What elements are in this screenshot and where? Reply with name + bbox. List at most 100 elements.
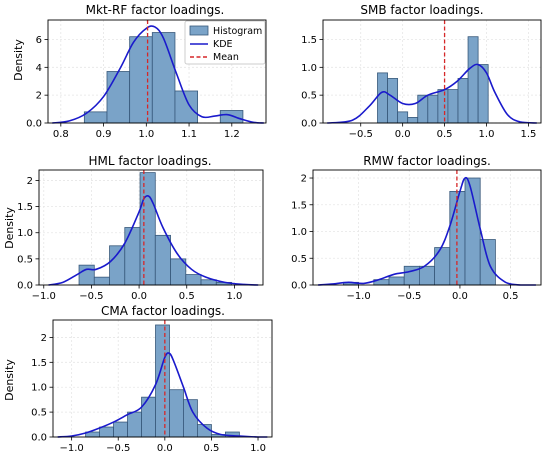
histogram-bar (407, 117, 419, 124)
y-tick-label: 0.5 (291, 254, 307, 265)
histogram-bar (169, 389, 184, 438)
y-tick-label: 0.5 (17, 254, 33, 265)
x-tick-label: 0.0 (452, 291, 468, 302)
panel-title: RMW factor loadings. (363, 154, 491, 168)
histogram-bar (129, 36, 153, 124)
histogram-bar (418, 265, 435, 286)
x-tick-label: −0.5 (106, 443, 130, 454)
plot-area: 0.8 0.9 1.0 1.1 1.2 0.0 2 4 6 (26, 19, 267, 140)
x-tick-label: 0.0 (131, 291, 147, 302)
x-tick-label: −1.0 (32, 291, 56, 302)
histogram-bar (388, 276, 405, 286)
x-tick-label: 1.0 (250, 443, 266, 454)
histogram-bar (219, 110, 244, 124)
axes-frame (38, 169, 264, 286)
x-tick-label: 0.9 (96, 129, 112, 140)
histogram-bar (106, 71, 131, 124)
axes-frame (322, 19, 542, 124)
x-tick-label: 0.0 (157, 443, 173, 454)
plot-area: −1.0 −0.5 0.0 0.5 0.0 0.5 1.0 1.5 2 (291, 169, 542, 302)
x-tick-label: 0.5 (437, 129, 453, 140)
x-tick-label: 1.0 (479, 129, 495, 140)
kde-curve (52, 25, 264, 124)
plot-area: −1.0 −0.5 0.0 0.5 1.0 0.0 0.5 1.0 1.5 2 (31, 319, 273, 454)
x-tick-label: −0.5 (397, 291, 421, 302)
histogram-bar (124, 227, 141, 286)
y-tick-label: 4 (36, 63, 42, 74)
y-tick-label: 1.0 (31, 383, 47, 394)
histogram-bar (457, 78, 469, 124)
histogram-bar (113, 421, 128, 438)
y-tick-label: 0.0 (301, 119, 317, 130)
legend-histogram-label: Histogram (213, 26, 262, 37)
panel-smb: SMB factor loadings. −0.5 0.0 0.5 1.0 1.5 0.0… (301, 3, 542, 140)
kde-curve (48, 195, 259, 286)
histogram-bar (93, 276, 110, 286)
histogram-bar (427, 94, 439, 124)
y-axis-label: Density (3, 359, 16, 401)
x-tick-label: 1.1 (181, 129, 197, 140)
y-tick-label: 1.5 (31, 358, 47, 369)
panel-title: CMA factor loadings. (101, 304, 225, 318)
x-tick-label: −1.0 (346, 291, 370, 302)
histogram-bar (185, 274, 202, 286)
legend: Histogram KDE Mean (184, 20, 266, 65)
x-tick-label: −0.5 (79, 291, 103, 302)
histogram-bar (139, 172, 156, 286)
y-tick-label: 2 (41, 333, 47, 344)
panel-title: SMB factor loadings. (360, 3, 483, 17)
y-tick-label: 0.0 (31, 433, 47, 444)
y-axis-label: Density (3, 207, 16, 249)
histogram-bar (141, 396, 156, 438)
histogram-bar (377, 72, 388, 124)
x-tick-label: 1.0 (226, 291, 242, 302)
legend-histogram-swatch (189, 25, 209, 36)
y-tick-label: 0.0 (26, 119, 42, 130)
legend-kde-label: KDE (213, 39, 233, 50)
axes-frame (312, 169, 542, 286)
histogram-bar (83, 111, 108, 124)
panel-mkt-rf: Mkt-RF factor loadings. Density 0.8 0.9 1.… (12, 3, 267, 140)
histogram-bar (397, 111, 409, 124)
kde-curve (57, 352, 268, 438)
x-tick-label: 1.5 (520, 129, 536, 140)
panel-title: HML factor loadings. (88, 154, 211, 168)
plot-area: −0.5 0.0 0.5 1.0 1.5 0.0 0.5 1.0 1.5 (301, 19, 542, 140)
panel-rmw: RMW factor loadings. −1.0 −0.5 0.0 0.5 0.0 0.… (291, 154, 542, 302)
histogram-bar (99, 426, 114, 438)
x-tick-label: 0.8 (53, 129, 69, 140)
histogram-bar (437, 89, 449, 124)
y-axis-label: Density (12, 39, 25, 81)
x-tick-label: −0.5 (349, 129, 373, 140)
histogram-bar (174, 90, 199, 124)
y-tick-label: 2 (36, 91, 42, 102)
x-tick-label: 1.2 (224, 129, 240, 140)
kde-curve (327, 63, 537, 124)
histogram-bar (467, 36, 479, 124)
y-tick-label: 2 (301, 174, 307, 185)
axes-frame (47, 19, 267, 124)
x-tick-label: 1.0 (138, 129, 154, 140)
y-tick-label: 6 (36, 35, 42, 46)
panel-cma: CMA factor loadings. Density −1.0 −0.5 0.0… (3, 304, 273, 454)
y-tick-label: 0.5 (301, 91, 317, 102)
y-tick-label: 0.0 (291, 281, 307, 292)
histogram-bar (447, 89, 459, 124)
y-tick-label: 1.5 (301, 35, 317, 46)
histogram-bar (78, 264, 95, 286)
histogram-bar (127, 411, 142, 438)
histogram-bar (154, 234, 171, 286)
x-tick-label: −1.0 (59, 443, 83, 454)
y-tick-label: 0.5 (31, 408, 47, 419)
histogram-bar (387, 78, 399, 124)
kde-curve (318, 176, 536, 286)
x-tick-label: 0.0 (395, 129, 411, 140)
panel-hml: HML factor loadings. Density −1.0 −0.5 0.0… (3, 154, 264, 302)
y-tick-label: 1.0 (291, 227, 307, 238)
histogram-bar (151, 32, 176, 124)
x-tick-label: 0.5 (203, 443, 219, 454)
histogram-bar (109, 245, 126, 286)
y-tick-label: 1.5 (17, 202, 33, 213)
y-tick-label: 1.0 (301, 63, 317, 74)
